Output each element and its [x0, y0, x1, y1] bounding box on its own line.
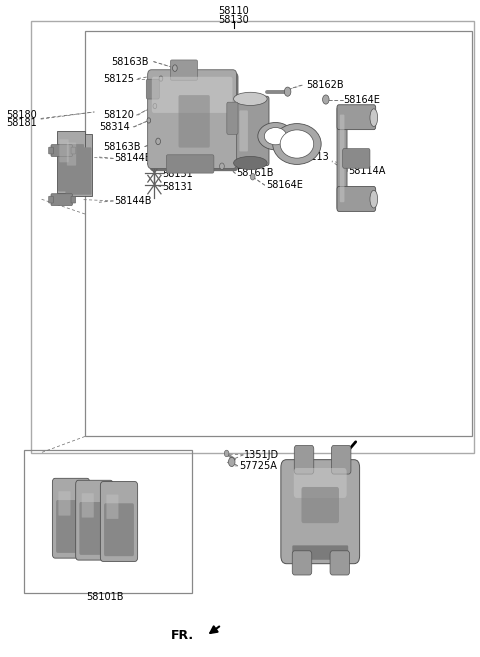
Text: 58144B: 58144B	[114, 153, 152, 164]
FancyBboxPatch shape	[330, 551, 349, 575]
Text: 58112: 58112	[252, 134, 284, 144]
FancyBboxPatch shape	[340, 114, 345, 202]
FancyBboxPatch shape	[170, 60, 198, 80]
FancyBboxPatch shape	[56, 500, 86, 553]
Polygon shape	[64, 134, 93, 196]
Circle shape	[228, 457, 235, 466]
Text: 58180: 58180	[6, 110, 37, 120]
FancyBboxPatch shape	[100, 482, 138, 561]
Circle shape	[323, 95, 329, 104]
FancyBboxPatch shape	[148, 70, 237, 169]
Text: 58144B: 58144B	[114, 196, 152, 206]
FancyBboxPatch shape	[104, 503, 134, 556]
FancyBboxPatch shape	[60, 139, 69, 162]
Ellipse shape	[234, 156, 267, 170]
FancyBboxPatch shape	[240, 110, 248, 152]
Circle shape	[159, 76, 163, 81]
Circle shape	[153, 103, 157, 108]
FancyBboxPatch shape	[294, 468, 347, 498]
FancyBboxPatch shape	[52, 478, 90, 558]
FancyBboxPatch shape	[67, 143, 76, 166]
Text: 58101B: 58101B	[86, 593, 123, 602]
Text: 58113: 58113	[298, 152, 329, 162]
Circle shape	[173, 65, 177, 72]
Text: 58314: 58314	[99, 122, 130, 132]
FancyBboxPatch shape	[331, 445, 351, 474]
Ellipse shape	[234, 92, 267, 106]
FancyBboxPatch shape	[337, 104, 376, 129]
FancyBboxPatch shape	[152, 77, 232, 113]
FancyBboxPatch shape	[48, 196, 53, 203]
Text: 58181: 58181	[6, 118, 37, 128]
Circle shape	[224, 450, 229, 457]
Text: 58131: 58131	[162, 169, 192, 179]
Text: 58125: 58125	[103, 74, 134, 83]
FancyBboxPatch shape	[281, 460, 360, 564]
Text: 1351JD: 1351JD	[244, 450, 279, 460]
FancyBboxPatch shape	[58, 144, 84, 191]
FancyBboxPatch shape	[179, 95, 210, 148]
Text: 58161B: 58161B	[236, 168, 274, 179]
FancyBboxPatch shape	[301, 487, 339, 523]
FancyBboxPatch shape	[71, 147, 76, 154]
Bar	[31, 21, 474, 453]
Ellipse shape	[258, 122, 293, 150]
Circle shape	[220, 163, 224, 170]
Circle shape	[156, 138, 160, 145]
Text: FR.: FR.	[170, 629, 193, 643]
Polygon shape	[57, 131, 85, 193]
Text: 57725A: 57725A	[239, 461, 276, 471]
FancyBboxPatch shape	[71, 196, 76, 203]
FancyBboxPatch shape	[79, 502, 109, 555]
Circle shape	[284, 87, 291, 97]
FancyBboxPatch shape	[166, 155, 214, 173]
FancyBboxPatch shape	[227, 102, 238, 135]
Text: 58164E: 58164E	[344, 95, 380, 104]
FancyBboxPatch shape	[337, 106, 347, 210]
Ellipse shape	[273, 124, 321, 164]
FancyBboxPatch shape	[107, 495, 119, 519]
FancyBboxPatch shape	[82, 493, 94, 518]
Text: 58163B: 58163B	[111, 57, 149, 66]
Ellipse shape	[370, 191, 378, 208]
FancyBboxPatch shape	[294, 445, 314, 474]
Ellipse shape	[280, 130, 314, 158]
Circle shape	[251, 173, 255, 180]
FancyBboxPatch shape	[65, 147, 92, 194]
FancyBboxPatch shape	[343, 148, 370, 168]
Text: 58162B: 58162B	[306, 80, 344, 90]
FancyBboxPatch shape	[76, 480, 113, 560]
Text: 58163B: 58163B	[103, 142, 141, 152]
FancyBboxPatch shape	[292, 545, 348, 560]
Ellipse shape	[264, 127, 287, 145]
Text: 58130: 58130	[219, 14, 250, 25]
FancyBboxPatch shape	[59, 491, 71, 516]
Text: 58110: 58110	[219, 6, 250, 16]
Text: 58131: 58131	[162, 181, 192, 192]
Text: 58164E: 58164E	[266, 180, 302, 191]
Bar	[85, 31, 472, 436]
FancyBboxPatch shape	[146, 79, 159, 99]
FancyBboxPatch shape	[51, 194, 72, 206]
FancyBboxPatch shape	[337, 187, 376, 212]
Circle shape	[147, 118, 151, 123]
FancyBboxPatch shape	[232, 97, 269, 166]
FancyBboxPatch shape	[48, 147, 53, 154]
FancyBboxPatch shape	[149, 72, 239, 171]
Text: 58120: 58120	[103, 110, 134, 120]
Text: 58114A: 58114A	[348, 166, 385, 177]
Bar	[24, 449, 192, 593]
FancyBboxPatch shape	[292, 551, 312, 575]
Ellipse shape	[370, 109, 378, 127]
FancyBboxPatch shape	[51, 145, 72, 156]
